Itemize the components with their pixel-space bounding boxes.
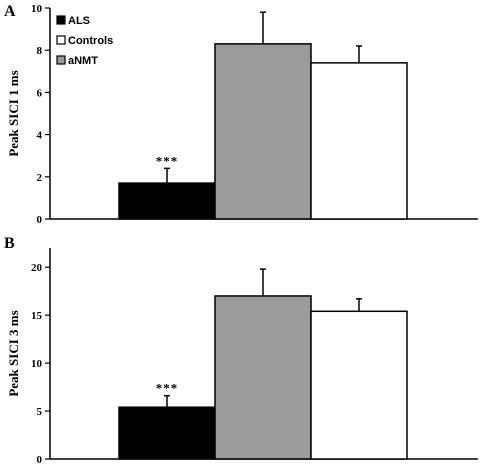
y-tick-label: 8 xyxy=(37,45,43,57)
y-tick-label: 10 xyxy=(31,3,43,15)
y-axis-label: Peak SICI 3 ms xyxy=(6,310,21,396)
bar-als xyxy=(118,406,216,460)
significance-marker: *** xyxy=(156,381,179,396)
bar-controls xyxy=(310,310,408,460)
y-axis-label: Peak SICI 1 ms xyxy=(6,70,21,156)
bar-controls xyxy=(310,62,408,220)
legend-swatch-anmt xyxy=(56,55,66,65)
legend: ALS Controls aNMT xyxy=(56,15,113,67)
y-tick-label: 15 xyxy=(31,310,43,322)
legend-label: Controls xyxy=(68,35,113,47)
panel-letter: B xyxy=(4,235,15,252)
bar-anmt xyxy=(214,295,312,460)
legend-label: aNMT xyxy=(68,55,98,67)
y-tick-label: 10 xyxy=(31,358,43,370)
legend-swatch-als xyxy=(56,15,66,25)
legend-label: ALS xyxy=(68,15,90,27)
y-tick-label: 0 xyxy=(37,454,43,466)
bar-anmt xyxy=(214,43,312,220)
panel-a: A Peak SICI 1 ms 0 2 4 6 8 10 *** ALS Controls aNMT xyxy=(4,3,478,226)
bar-als xyxy=(118,182,216,220)
y-tick-label: 5 xyxy=(37,406,43,418)
y-tick-label: 20 xyxy=(31,262,43,274)
significance-marker: *** xyxy=(156,153,179,168)
y-tick-label: 6 xyxy=(37,87,43,99)
panel-letter: A xyxy=(4,3,16,20)
y-tick-label: 4 xyxy=(37,130,43,142)
y-tick-label: 2 xyxy=(37,172,43,184)
legend-swatch-controls xyxy=(56,35,66,45)
panel-b: B Peak SICI 3 ms 0 5 10 15 20 *** xyxy=(4,235,478,466)
y-tick-label: 0 xyxy=(37,214,43,226)
